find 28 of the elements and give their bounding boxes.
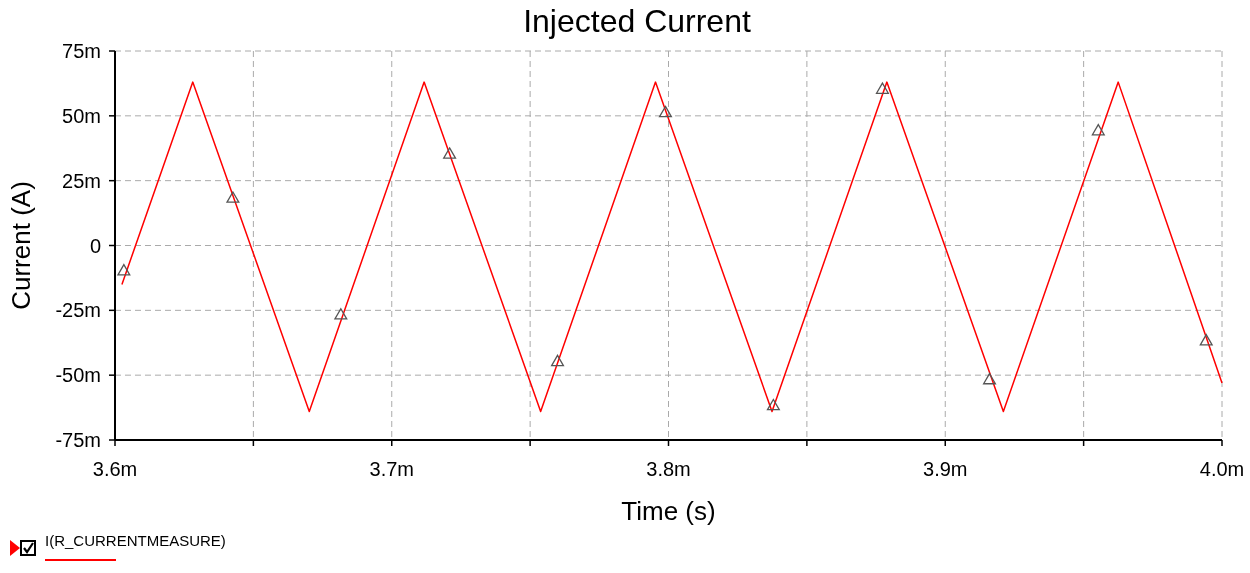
point <box>334 308 348 320</box>
chart-title: Injected Current <box>523 3 751 39</box>
y-tick-label: 25m <box>62 169 101 192</box>
point <box>550 354 565 367</box>
y-tick-label: -75m <box>55 429 101 451</box>
point <box>117 263 131 276</box>
x-tick-label: 3.7m <box>369 458 414 480</box>
x-tick-label: 4.0m <box>1199 458 1245 480</box>
point <box>766 398 780 411</box>
x-tick-label: 3.6m <box>92 458 138 480</box>
point <box>1199 334 1213 346</box>
x-tick-label: 3.8m <box>646 458 691 480</box>
point <box>982 372 997 385</box>
point <box>443 147 457 159</box>
y-tick-label: -25m <box>55 299 101 322</box>
y-tick-label: 50m <box>62 104 101 127</box>
legend-label: I(R_CURRENTMEASURE) <box>45 532 226 549</box>
x-axis-title: Time (s) <box>621 496 716 526</box>
point <box>226 191 240 203</box>
point <box>1091 123 1105 136</box>
point <box>875 82 889 94</box>
y-tick-label: -50m <box>55 364 101 387</box>
y-tick-label: 0 <box>89 234 101 257</box>
x-tick-label: 3.9m <box>923 458 968 480</box>
y-axis-title: Current (A) <box>6 181 36 310</box>
point <box>658 105 672 118</box>
y-tick-label: 75m <box>62 40 101 62</box>
line-series <box>121 81 1223 413</box>
